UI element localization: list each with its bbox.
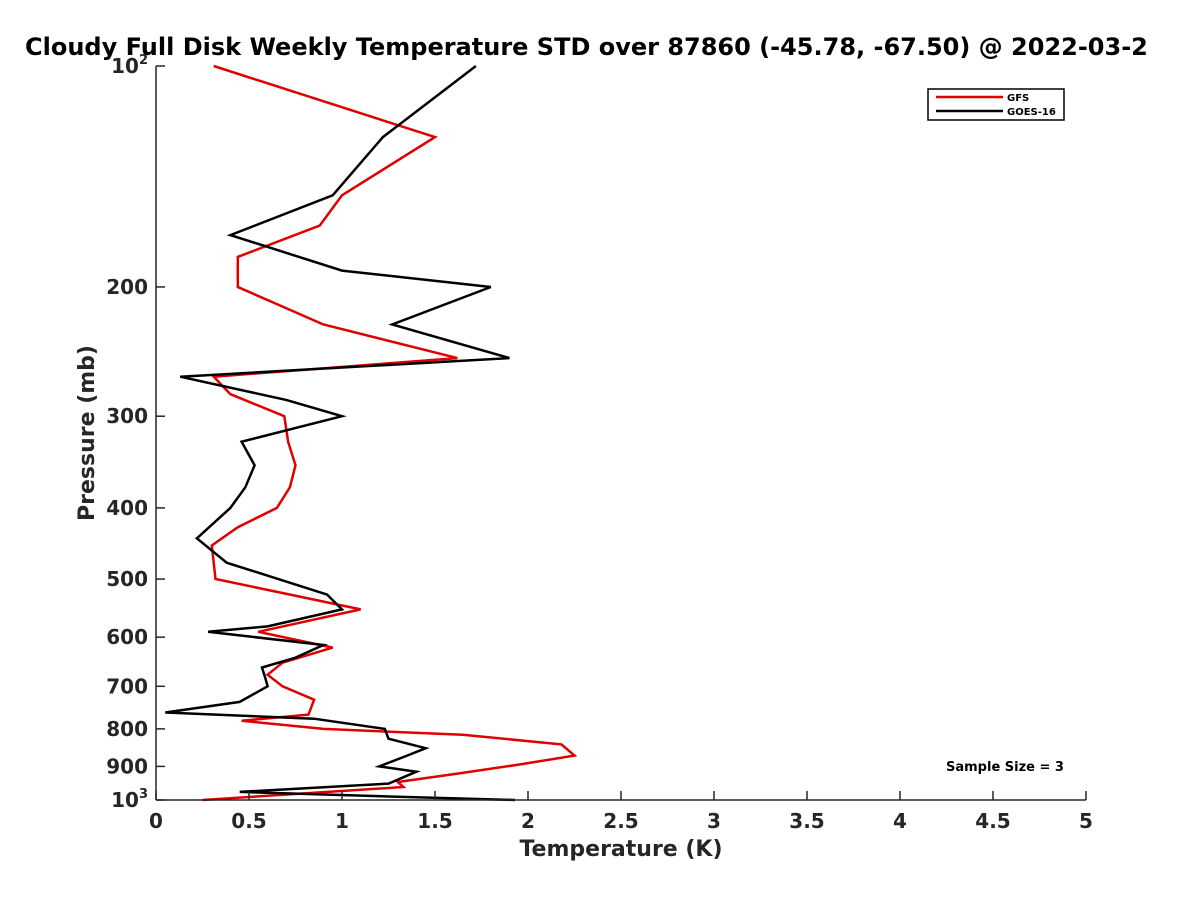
series-line-gfs — [202, 64, 578, 802]
legend-label-goes16: GOES-16 — [1007, 107, 1056, 118]
y-tick-label: 103 — [111, 787, 148, 812]
y-tick-label-base: 10 — [111, 54, 139, 78]
y-tick-label: 700 — [106, 674, 148, 698]
y-tick-label: 800 — [106, 717, 148, 741]
y-tick-label: 900 — [106, 754, 148, 778]
chart-title: Cloudy Full Disk Weekly Temperature STD … — [25, 33, 1148, 61]
x-tick-label: 5 — [1079, 809, 1093, 833]
series-line-goes16 — [165, 65, 516, 802]
x-tick-label: 3.5 — [789, 809, 824, 833]
y-tick-label: 600 — [106, 625, 148, 649]
x-tick-label: 1 — [335, 809, 349, 833]
plot-lines — [165, 64, 578, 802]
x-tick-label: 1.5 — [417, 809, 452, 833]
legend-label-gfs: GFS — [1007, 93, 1029, 104]
x-axis-ticks: 0 0.5 1 1.5 2 2.5 3 3.5 4 4.5 5 — [149, 791, 1093, 833]
y-tick-label: 200 — [106, 275, 148, 299]
y-tick-label: 500 — [106, 567, 148, 591]
y-tick-label: 300 — [106, 404, 148, 428]
x-axis-label: Temperature (K) — [519, 837, 722, 862]
x-tick-label: 0 — [149, 809, 163, 833]
x-tick-label: 2.5 — [603, 809, 638, 833]
y-tick-label-base: 10 — [111, 788, 139, 812]
y-axis-label: Pressure (mb) — [75, 345, 100, 521]
x-tick-label: 0.5 — [231, 809, 266, 833]
y-tick-label: 102 — [111, 53, 148, 78]
y-tick-label: 400 — [106, 496, 148, 520]
legend-box — [927, 88, 1065, 121]
legend: GFS GOES-16 — [927, 88, 1065, 121]
x-tick-label: 4 — [893, 809, 907, 833]
x-tick-label: 2 — [521, 809, 535, 833]
x-tick-label: 4.5 — [975, 809, 1010, 833]
x-tick-label: 3 — [707, 809, 721, 833]
y-tick-label-exponent: 2 — [139, 53, 148, 68]
sample-size-annotation: Sample Size = 3 — [946, 760, 1064, 775]
y-tick-label-exponent: 3 — [139, 787, 148, 802]
